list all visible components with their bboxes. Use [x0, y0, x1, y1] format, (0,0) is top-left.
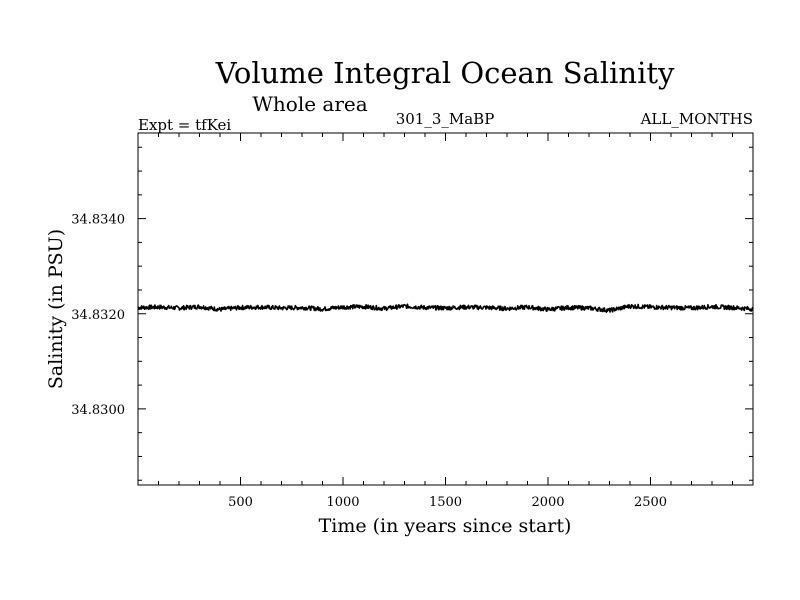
x-axis-tick-labels: 500 1000 1500 2000 2500: [228, 495, 667, 510]
x-tick-label: 2000: [531, 495, 564, 510]
chart-title: Volume Integral Ocean Salinity: [215, 56, 675, 90]
chart-subtitle: Whole area: [252, 92, 367, 116]
y-axis-tick-labels: 34.8300 34.8320 34.8340: [71, 213, 125, 418]
x-tick-label: 500: [228, 495, 253, 510]
y-tick-label: 34.8320: [71, 308, 125, 323]
x-tick-label: 1500: [429, 495, 462, 510]
x-tick-label: 2500: [634, 495, 667, 510]
x-tick-label: 1000: [326, 495, 359, 510]
y-tick-label: 34.8340: [71, 213, 125, 228]
y-tick-label: 34.8300: [71, 403, 125, 418]
x-axis-label: Time (in years since start): [319, 515, 572, 537]
series-line: [137, 303, 754, 313]
annotation-experiment: Expt = tfKei: [138, 116, 231, 134]
annotation-months: ALL_MONTHS: [640, 110, 753, 128]
x-axis-ticks: [158, 133, 733, 485]
y-axis-label: Salinity (in PSU): [45, 229, 67, 389]
annotation-run: 301_3_MaBP: [396, 110, 495, 128]
y-axis-ticks: [138, 146, 753, 481]
